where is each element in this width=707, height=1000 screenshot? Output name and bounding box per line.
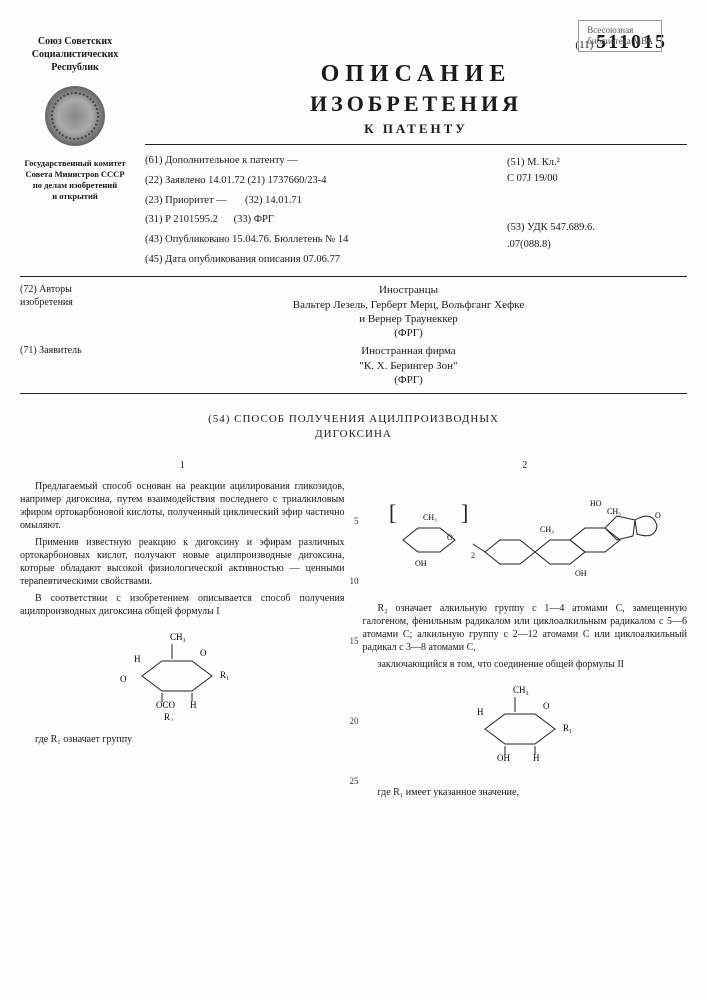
chem-structure-I-icon: CH₃ H O R₁ O OCO H R₂: [112, 626, 252, 721]
column-1: 1 Предлагаемый способ основан на реакции…: [20, 459, 345, 799]
field-31-33: (31) P 2101595.2 (33) ФРГ: [145, 210, 497, 230]
col1-where: где R₁ означает группу: [20, 733, 345, 746]
field-45: (45) Дата опубликования описания 07.06.7…: [145, 250, 497, 270]
authors-body: Иностранцы Вальтер Лезель, Герберт Мерц,…: [130, 283, 687, 340]
lbl-ch3-d: CH₃: [607, 507, 621, 516]
divider-line: [145, 144, 687, 145]
svg-text:O: O: [543, 701, 550, 711]
authors-section: (72) Авторы изобретения Иностранцы Вальт…: [20, 283, 687, 340]
applicant-body: Иностранная фирма "К. Х. Берингер Зон" (…: [130, 344, 687, 387]
col1-p2: Применив известную реакцию к дигоксину и…: [20, 536, 345, 588]
mark-10: 10: [350, 576, 359, 586]
authors-label: (72) Авторы изобретения: [20, 283, 130, 340]
lbl-ch3-b: CH₃: [423, 513, 437, 522]
lbl-h: H: [134, 654, 141, 664]
divider-line-3: [20, 393, 687, 394]
col2-p1: R₂ означает алкильную группу с 1—4 атома…: [363, 602, 688, 654]
svg-text:H: H: [533, 753, 540, 763]
stamp-line1: Всесоюзная: [587, 25, 653, 36]
divider-line-2: [20, 276, 687, 277]
col2-number: 2: [363, 459, 688, 472]
chem-structure-steroid-icon: [ ] 2 CH₃ O OH CH₃ HO CH₃ OH O: [385, 480, 665, 590]
applicant-section: (71) Заявитель Иностранная фирма "К. Х. …: [20, 344, 687, 387]
field-51-label: (51) М. Кл.²: [507, 157, 560, 168]
formula-steroid: [ ] 2 CH₃ O OH CH₃ HO CH₃ OH O: [363, 480, 688, 594]
field-53-label: (53) УДК: [507, 222, 548, 233]
field-51-value: C 07J 19/00: [507, 173, 558, 184]
field-23-32: (23) Приоритет — (32) 14.01.71: [145, 191, 497, 211]
left-column: Союз Советских Социалистических Республи…: [20, 35, 130, 270]
title-block: (11) 511015 ОПИСАНИЕ ИЗОБРЕТЕНИЯ К ПАТЕН…: [145, 35, 687, 270]
col2-where: где R₁ имеет указанное значение,: [363, 786, 688, 799]
field-23: (23) Приоритет —: [145, 195, 227, 206]
lbl-r1-b: R₁: [563, 723, 572, 733]
mark-20: 20: [350, 716, 359, 726]
applicant-label: (71) Заявитель: [20, 344, 130, 387]
invention-title: (54) СПОСОБ ПОЛУЧЕНИЯ АЦИЛПРОИЗВОДНЫХ ДИ…: [20, 412, 687, 441]
lbl-ch3-e: CH₃: [513, 685, 529, 695]
authors-intro: Иностранцы: [130, 283, 687, 297]
col1-p3: В соответствии с изобретением описываетс…: [20, 592, 345, 618]
field-53: (53) УДК 547.689.6. .07(088.8): [507, 220, 687, 254]
field-22-21: (22) Заявлено 14.01.72 (21) 1737660/23-4: [145, 171, 497, 191]
field-31: (31) P 2101595.2: [145, 214, 218, 225]
lbl-r1: R₁: [220, 670, 229, 680]
doc-title: ОПИСАНИЕ: [145, 55, 687, 90]
applicant-name: "К. Х. Берингер Зон": [130, 359, 687, 373]
svg-text:O: O: [447, 533, 453, 542]
header-block: Союз Советских Социалистических Республи…: [20, 35, 687, 270]
column-2: 2 [ ] 2 CH₃ O OH: [363, 459, 688, 799]
svg-text:H: H: [477, 707, 484, 717]
field-33: (33) ФРГ: [234, 214, 274, 225]
svg-text:[: [: [389, 500, 396, 525]
chem-structure-II-icon: CH₃ H O R₁ OH H: [455, 679, 595, 774]
col1-p1: Предлагаемый способ основан на реакции а…: [20, 480, 345, 532]
country-name: Союз Советских Социалистических Республи…: [20, 35, 130, 74]
col1-number: 1: [20, 459, 345, 472]
bibliographic-block: (61) Дополнительное к патенту — (22) Зая…: [145, 151, 687, 271]
committee-text: Государственный комитет Совета Министров…: [20, 158, 130, 202]
biblio-left: (61) Дополнительное к патенту — (22) Зая…: [145, 151, 497, 271]
lbl-oh-d: OH: [497, 753, 510, 763]
doc-subtitle2: К ПАТЕНТУ: [145, 121, 687, 138]
stamp-line2: библиотека МВА: [587, 36, 653, 47]
field-43: (43) Опубликовано 15.04.76. Бюллетень № …: [145, 230, 497, 250]
authors-country: (ФРГ): [130, 326, 687, 340]
line-marks-10: 10: [350, 577, 359, 586]
lbl-h2: H: [190, 700, 197, 710]
line-marks: 5: [354, 517, 359, 526]
line-marks-15: 15: [350, 637, 359, 646]
svg-text:O: O: [120, 674, 127, 684]
lbl-r2: R₂: [164, 712, 173, 721]
svg-text:]: ]: [461, 500, 468, 525]
line-marks-25: 25: [350, 777, 359, 786]
formula-I: CH₃ H O R₁ O OCO H R₂: [20, 626, 345, 725]
lbl-oh-b: OH: [415, 559, 427, 568]
applicant-country: (ФРГ): [130, 373, 687, 387]
mark-25: 25: [350, 776, 359, 786]
biblio-right: (51) М. Кл.² C 07J 19/00 (53) УДК 547.68…: [507, 151, 687, 271]
mark-15: 15: [350, 636, 359, 646]
library-stamp: Всесоюзная библиотека МВА: [578, 20, 662, 52]
svg-text:HO: HO: [590, 499, 602, 508]
lbl-oh-c: OH: [575, 569, 587, 578]
lbl-oco: OCO: [156, 700, 176, 710]
field-32: (32) 14.01.71: [245, 195, 302, 206]
line-marks-20: 20: [350, 717, 359, 726]
field-51: (51) М. Кл.² C 07J 19/00: [507, 155, 687, 189]
svg-text:O: O: [655, 511, 661, 520]
col2-p2: заключающийся в том, что соединение обще…: [363, 658, 688, 671]
svg-text:2: 2: [471, 551, 475, 560]
body-columns: 1 Предлагаемый способ основан на реакции…: [20, 459, 687, 799]
applicant-intro: Иностранная фирма: [130, 344, 687, 358]
doc-subtitle: ИЗОБРЕТЕНИЯ: [145, 90, 687, 119]
lbl-ch3-c: CH₃: [540, 525, 554, 534]
ussr-emblem-icon: [45, 86, 105, 146]
field-61: (61) Дополнительное к патенту —: [145, 151, 497, 171]
authors-names: Вальтер Лезель, Герберт Мерц, Вольфганг …: [130, 298, 687, 327]
formula-II: CH₃ H O R₁ OH H: [363, 679, 688, 778]
mark-5: 5: [354, 516, 359, 526]
lbl-ch3: CH₃: [170, 632, 186, 642]
lbl-o: O: [200, 648, 207, 658]
